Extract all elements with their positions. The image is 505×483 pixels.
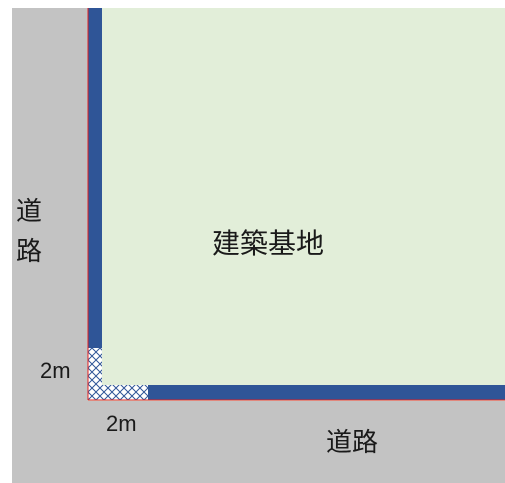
setback-strip-bottom — [148, 385, 505, 400]
corner-cutoff-horizontal — [88, 385, 148, 400]
road-label-left-char-2: 路 — [16, 237, 43, 268]
site-label: 建築基地 — [212, 227, 325, 260]
dimension-label-horizontal: 2m — [106, 411, 137, 436]
building-site — [88, 8, 505, 401]
dimension-label-vertical: 2m — [40, 358, 71, 383]
road-label-left-char-1: 道 — [16, 197, 43, 227]
setback-strip-left — [88, 8, 102, 348]
road-label-bottom: 道路 — [326, 428, 379, 458]
road-label-left: 道 路 — [16, 192, 46, 273]
